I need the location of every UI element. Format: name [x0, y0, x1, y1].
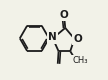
Text: CH₃: CH₃	[72, 56, 88, 65]
Text: O: O	[60, 10, 69, 20]
Text: N: N	[48, 32, 57, 42]
Text: O: O	[73, 34, 82, 44]
